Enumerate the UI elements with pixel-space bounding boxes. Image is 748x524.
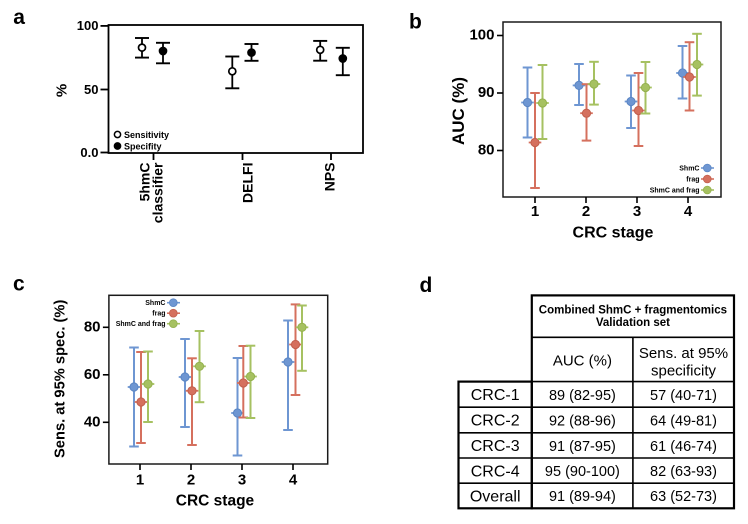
svg-text:1: 1 (531, 203, 539, 220)
svg-text:2: 2 (187, 472, 195, 489)
svg-text:classifier: classifier (150, 162, 166, 223)
svg-text:95 (90-100): 95 (90-100) (545, 464, 620, 480)
svg-text:80: 80 (84, 319, 101, 336)
svg-text:CRC stage: CRC stage (176, 493, 255, 510)
svg-text:60: 60 (84, 366, 101, 383)
svg-text:80: 80 (478, 142, 495, 159)
svg-text:Sens. at 95%: Sens. at 95% (639, 345, 728, 362)
svg-text:89 (82-95): 89 (82-95) (549, 388, 616, 404)
svg-text:4: 4 (684, 203, 693, 220)
svg-text:Validation set: Validation set (596, 317, 670, 329)
svg-text:CRC-1: CRC-1 (471, 387, 520, 404)
svg-text:91 (89-94): 91 (89-94) (549, 489, 616, 505)
svg-text:Sens. at 95% spec. (%): Sens. at 95% spec. (%) (53, 300, 69, 458)
svg-text:5hmC: 5hmC (137, 163, 153, 202)
svg-text:64 (49-81): 64 (49-81) (650, 413, 717, 429)
svg-text:50: 50 (84, 82, 98, 97)
svg-text:frag: frag (152, 311, 165, 318)
svg-text:ShmC: ShmC (145, 300, 165, 307)
svg-text:Overall: Overall (470, 489, 521, 506)
svg-text:AUC (%): AUC (%) (553, 353, 612, 370)
svg-text:ShmC and frag: ShmC and frag (116, 321, 166, 328)
svg-text:Specifity: Specifity (124, 141, 162, 151)
svg-text:%: % (54, 84, 71, 97)
svg-text:a: a (13, 6, 25, 29)
svg-text:d: d (420, 274, 433, 297)
svg-text:100: 100 (77, 18, 99, 33)
svg-text:ShmC and frag: ShmC and frag (650, 187, 700, 194)
svg-text:AUC (%): AUC (%) (449, 77, 468, 145)
svg-text:CRC-4: CRC-4 (471, 463, 520, 480)
svg-text:90: 90 (478, 84, 495, 101)
svg-text:Combined ShmC + fragmentomics: Combined ShmC + fragmentomics (539, 305, 727, 317)
svg-text:DELFI: DELFI (240, 163, 256, 203)
svg-text:b: b (409, 10, 422, 33)
svg-text:ShmC: ShmC (679, 165, 699, 172)
svg-text:63 (52-73): 63 (52-73) (650, 489, 717, 505)
svg-text:82 (63-93): 82 (63-93) (650, 464, 717, 480)
svg-text:61 (46-74): 61 (46-74) (650, 439, 717, 455)
svg-text:1: 1 (136, 472, 144, 489)
svg-text:4: 4 (289, 472, 298, 489)
svg-text:3: 3 (633, 203, 641, 220)
svg-text:0.0: 0.0 (80, 145, 98, 160)
svg-text:CRC-2: CRC-2 (471, 413, 520, 430)
svg-text:2: 2 (582, 203, 590, 220)
svg-text:frag: frag (686, 176, 699, 183)
svg-text:100: 100 (469, 27, 494, 44)
svg-text:92 (88-96): 92 (88-96) (549, 413, 616, 429)
svg-text:NPS: NPS (322, 163, 338, 192)
svg-text:c: c (13, 273, 25, 296)
svg-text:91 (87-95): 91 (87-95) (549, 439, 616, 455)
svg-text:40: 40 (84, 414, 101, 431)
svg-text:CRC-3: CRC-3 (471, 438, 520, 455)
svg-text:3: 3 (238, 472, 246, 489)
svg-text:57 (40-71): 57 (40-71) (650, 388, 717, 404)
svg-text:specificity: specificity (651, 363, 717, 380)
svg-text:Sensitivity: Sensitivity (124, 130, 169, 140)
svg-text:CRC stage: CRC stage (573, 225, 654, 242)
